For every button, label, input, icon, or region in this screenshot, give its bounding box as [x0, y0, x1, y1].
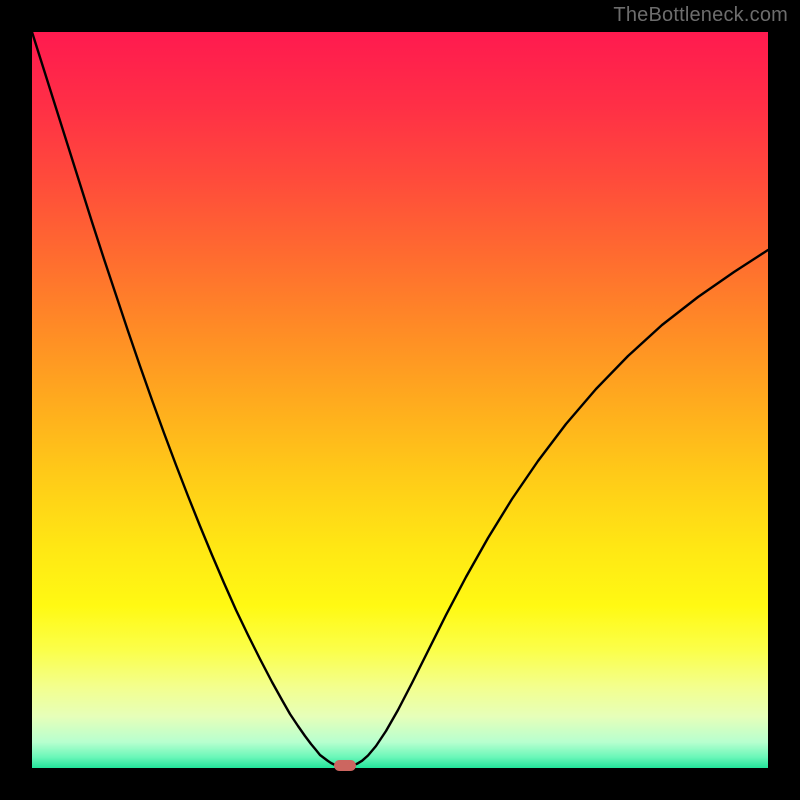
watermark-text: TheBottleneck.com	[613, 4, 788, 27]
plot-svg	[32, 32, 768, 768]
plot-area	[32, 32, 768, 768]
bottleneck-marker	[334, 760, 356, 771]
gradient-background	[32, 32, 768, 768]
chart-frame: TheBottleneck.com	[0, 0, 800, 800]
